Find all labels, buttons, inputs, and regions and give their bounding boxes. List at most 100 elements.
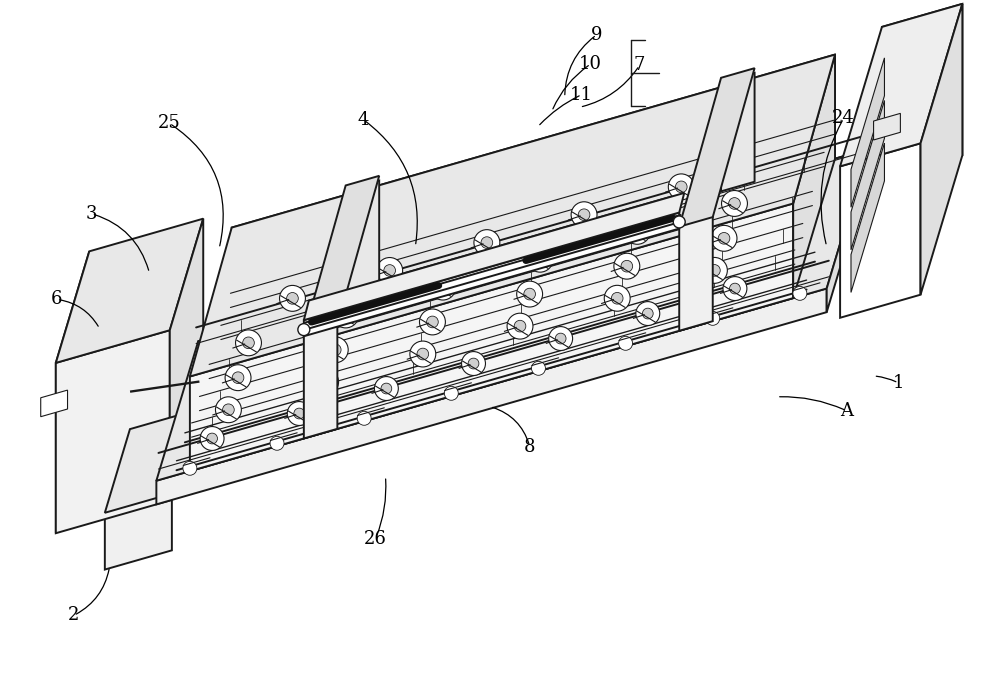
Circle shape [223, 404, 234, 416]
Polygon shape [156, 289, 827, 505]
Circle shape [507, 313, 533, 339]
Circle shape [322, 337, 348, 363]
Circle shape [377, 257, 403, 283]
Circle shape [729, 198, 740, 209]
Polygon shape [851, 101, 884, 250]
FancyArrowPatch shape [821, 121, 842, 244]
Circle shape [287, 401, 311, 426]
Circle shape [207, 433, 217, 444]
Circle shape [225, 365, 251, 391]
FancyArrowPatch shape [780, 397, 844, 410]
FancyArrowPatch shape [60, 300, 98, 326]
Polygon shape [232, 55, 835, 331]
Text: 7: 7 [634, 57, 645, 74]
Polygon shape [346, 180, 379, 299]
Circle shape [384, 265, 396, 276]
Polygon shape [56, 219, 203, 363]
Text: 3: 3 [86, 205, 97, 223]
Text: 8: 8 [524, 438, 536, 456]
FancyArrowPatch shape [540, 96, 579, 124]
Polygon shape [679, 69, 755, 226]
Circle shape [517, 281, 543, 307]
FancyArrowPatch shape [366, 122, 417, 244]
Circle shape [723, 277, 747, 301]
Circle shape [619, 336, 633, 350]
Polygon shape [304, 193, 684, 320]
Circle shape [417, 348, 429, 360]
Circle shape [200, 426, 224, 450]
Circle shape [481, 237, 493, 248]
FancyArrowPatch shape [876, 376, 896, 382]
Polygon shape [851, 143, 884, 292]
Circle shape [673, 216, 685, 228]
Circle shape [374, 377, 398, 401]
Circle shape [333, 302, 359, 328]
Circle shape [534, 253, 546, 265]
Circle shape [668, 174, 694, 200]
Circle shape [232, 372, 244, 384]
Circle shape [624, 218, 650, 244]
Circle shape [462, 352, 485, 375]
Text: 10: 10 [579, 55, 602, 73]
Polygon shape [190, 55, 835, 377]
Polygon shape [874, 113, 900, 140]
Circle shape [706, 311, 720, 325]
Polygon shape [921, 4, 962, 295]
Circle shape [357, 411, 371, 425]
Circle shape [636, 301, 660, 326]
Polygon shape [882, 4, 962, 178]
Circle shape [381, 383, 392, 394]
Polygon shape [56, 252, 89, 533]
Text: 1: 1 [893, 374, 904, 392]
Circle shape [722, 191, 747, 217]
Polygon shape [170, 219, 203, 500]
Text: 9: 9 [591, 26, 602, 44]
Circle shape [183, 461, 197, 475]
Circle shape [711, 225, 737, 251]
Circle shape [730, 283, 740, 294]
Circle shape [294, 408, 305, 419]
Circle shape [340, 309, 352, 321]
FancyArrowPatch shape [553, 66, 588, 109]
FancyArrowPatch shape [493, 408, 529, 445]
Circle shape [298, 324, 310, 336]
Text: 11: 11 [570, 86, 593, 103]
Polygon shape [304, 212, 679, 336]
Circle shape [468, 358, 479, 369]
Polygon shape [105, 493, 172, 570]
Text: 4: 4 [358, 110, 369, 129]
Circle shape [718, 233, 730, 244]
Polygon shape [793, 55, 835, 298]
FancyArrowPatch shape [172, 125, 223, 246]
Polygon shape [679, 212, 713, 331]
Polygon shape [304, 176, 379, 334]
Text: A: A [840, 402, 853, 420]
Circle shape [524, 288, 535, 300]
Circle shape [642, 308, 653, 319]
Text: 24: 24 [832, 109, 855, 127]
Polygon shape [304, 320, 337, 438]
FancyArrowPatch shape [565, 36, 594, 94]
Text: 26: 26 [364, 530, 387, 548]
Polygon shape [827, 149, 869, 312]
Circle shape [410, 341, 436, 367]
Circle shape [430, 274, 456, 300]
Circle shape [614, 253, 640, 279]
Circle shape [427, 316, 438, 328]
Circle shape [549, 326, 573, 350]
Circle shape [514, 320, 526, 332]
FancyArrowPatch shape [76, 570, 109, 614]
Text: 2: 2 [68, 607, 79, 624]
Polygon shape [190, 203, 793, 471]
Text: 6: 6 [51, 290, 63, 308]
FancyArrowPatch shape [582, 68, 638, 106]
Polygon shape [840, 143, 921, 318]
Circle shape [709, 264, 720, 276]
Polygon shape [156, 149, 869, 481]
FancyArrowPatch shape [377, 479, 386, 536]
Circle shape [444, 387, 458, 401]
Circle shape [329, 344, 341, 356]
Circle shape [578, 209, 590, 221]
Circle shape [215, 397, 241, 423]
Polygon shape [105, 410, 197, 513]
